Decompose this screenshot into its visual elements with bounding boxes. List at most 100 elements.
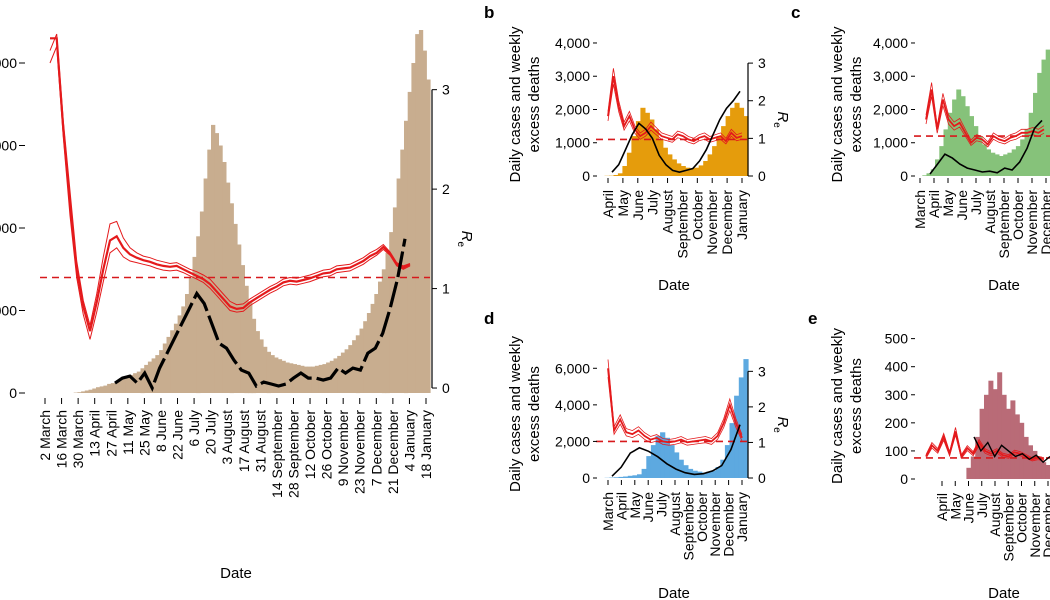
panel-c-x-tick-label: April — [926, 190, 942, 218]
panel-a-bar — [136, 371, 142, 393]
panel-a-bar — [266, 351, 271, 394]
panel-b-bar — [662, 147, 668, 176]
panel-e-bar — [1032, 450, 1038, 479]
panel-a-bar — [426, 79, 431, 393]
panel-c-x-tick-label: July — [968, 190, 984, 215]
panel-e-bar — [1045, 465, 1050, 479]
panel-a-bar — [77, 392, 82, 393]
panel-a-y-tick-label: 0 — [9, 385, 17, 401]
panel-e-bar — [988, 380, 994, 479]
panel-a-bar — [170, 330, 175, 393]
panel-a-bar — [392, 207, 398, 393]
panel-a-bar — [407, 91, 412, 394]
panel-c-x-tick-label: October — [1010, 190, 1026, 240]
panel-a-bar — [84, 390, 90, 393]
panel-e-x-tick-label: May — [947, 493, 963, 519]
panel-c-bar — [973, 126, 979, 176]
panel-b-bar — [721, 126, 727, 176]
panel-a-case-line-lower — [49, 46, 411, 340]
panel-a-case-line-mean — [50, 37, 411, 332]
panel-a-bar — [225, 182, 231, 393]
panel-b-y-tick-label: 2,000 — [555, 101, 590, 117]
panel-d-bar — [720, 459, 726, 478]
panel-e-bar — [966, 467, 972, 479]
panel-a-x-tick-label: 16 March — [54, 410, 70, 468]
panel-e-x-axis-title: Date — [988, 585, 1020, 600]
panel-d-x-tick-label: May — [627, 492, 643, 518]
panel-a-bar — [385, 252, 390, 394]
panel-c-y-tick-label: 3,000 — [873, 68, 908, 84]
panel-b-bar — [725, 116, 731, 176]
panel-a-x-tick-label: 8 June — [153, 410, 169, 452]
panel-a-rt-line — [114, 238, 407, 392]
panel-c-bar — [956, 89, 962, 176]
panel-b-bar — [707, 154, 713, 176]
panel-b-y-tick-label: 4,000 — [555, 35, 590, 51]
panel-b-y2-tick-label: 0 — [758, 168, 766, 184]
panel-e-label: e — [808, 309, 817, 328]
panel-a-bar — [400, 149, 405, 393]
panel-b-rt-line — [611, 90, 741, 174]
panel-d-x-tick-label: April — [613, 492, 629, 520]
panel-a-x-tick-label: 14 September — [269, 410, 285, 498]
panel-a-x-tick-label: 9 November — [335, 410, 351, 487]
panel-d-case-line-lower — [607, 377, 743, 446]
panel-a-bar — [207, 149, 212, 393]
panel-c-bar — [935, 159, 940, 176]
panel-a-bar — [311, 366, 316, 393]
panel-a-bar — [107, 383, 112, 393]
panel-b-y-axis-title: excess deaths — [526, 57, 543, 153]
panel-e-y-tick-label: 0 — [900, 471, 908, 487]
panel-a-bar — [88, 389, 93, 393]
panel-c-x-tick-label: March — [912, 190, 928, 229]
panel-a-x-tick-label: 4 January — [401, 410, 417, 471]
panel-c-bar — [994, 154, 1000, 176]
panel-e-x-tick-label: November — [1027, 493, 1043, 558]
panel-a-bar — [118, 380, 123, 393]
panel-a-case-line-upper — [49, 33, 411, 326]
panel-e-case-line-lower — [925, 433, 1045, 462]
panel-a-x-tick-label: 26 October — [319, 410, 335, 480]
panel-c-x-tick-label: May — [940, 190, 956, 216]
panel-a-bar — [177, 315, 182, 393]
panel-a-bar — [140, 368, 145, 394]
panel-b-bar — [712, 146, 718, 176]
panel-b-x-tick-label: January — [734, 190, 750, 240]
panel-a-bar — [125, 376, 130, 393]
panel-b-bar — [716, 136, 722, 176]
panel-a-x-tick-label: 25 May — [136, 410, 152, 456]
panel-c-bar — [1011, 149, 1017, 176]
panel-d-y-tick-label: 6,000 — [555, 360, 590, 376]
panel-c-bar — [1007, 152, 1013, 176]
panel-e-x-tick-label: September — [1000, 493, 1016, 562]
panel-a-bar — [121, 379, 127, 393]
panel-b-bar — [685, 167, 691, 176]
panel-d-re-axis-subscript: e — [771, 427, 782, 433]
panel-d-bar — [715, 467, 721, 478]
panel-a-y-tick-label: 000 — [0, 55, 17, 71]
panel-e-y-axis-title: Daily cases and weekly — [829, 328, 846, 484]
panel-c-rt-line — [929, 119, 1043, 175]
panel-d-bar — [678, 459, 684, 478]
panel-e-x-tick-label: October — [1014, 493, 1030, 543]
panel-c-case-line-lower — [925, 96, 1045, 148]
panel-c-x-tick-label: August — [982, 190, 998, 234]
panel-b-y-axis-title: Daily cases and weekly — [507, 26, 524, 182]
panel-a-x-tick-label: 3 August — [219, 410, 235, 465]
panel-a-x-tick-label: 13 April — [87, 410, 103, 457]
panel-b-bar — [613, 175, 619, 176]
panel-a-bar — [255, 331, 260, 393]
panel-c-bar — [977, 136, 983, 176]
panel-d-y-tick-label: 0 — [582, 470, 590, 486]
panel-a-bar — [173, 323, 179, 393]
panel-b-x-tick-label: November — [704, 190, 720, 255]
panel-b-case-line-upper — [607, 68, 743, 139]
panel-b-x-tick-label: October — [689, 190, 705, 240]
panel-e-x-tick-label: August — [987, 493, 1003, 537]
panel-c-bar — [1033, 92, 1038, 176]
panel-d-y-axis-title: Daily cases and weekly — [507, 336, 524, 492]
panel-a-bar — [248, 302, 253, 394]
panel-b-bar — [617, 173, 623, 176]
panel-a-x-tick-label: 12 October — [302, 410, 318, 480]
panel-d-bar — [724, 445, 731, 478]
